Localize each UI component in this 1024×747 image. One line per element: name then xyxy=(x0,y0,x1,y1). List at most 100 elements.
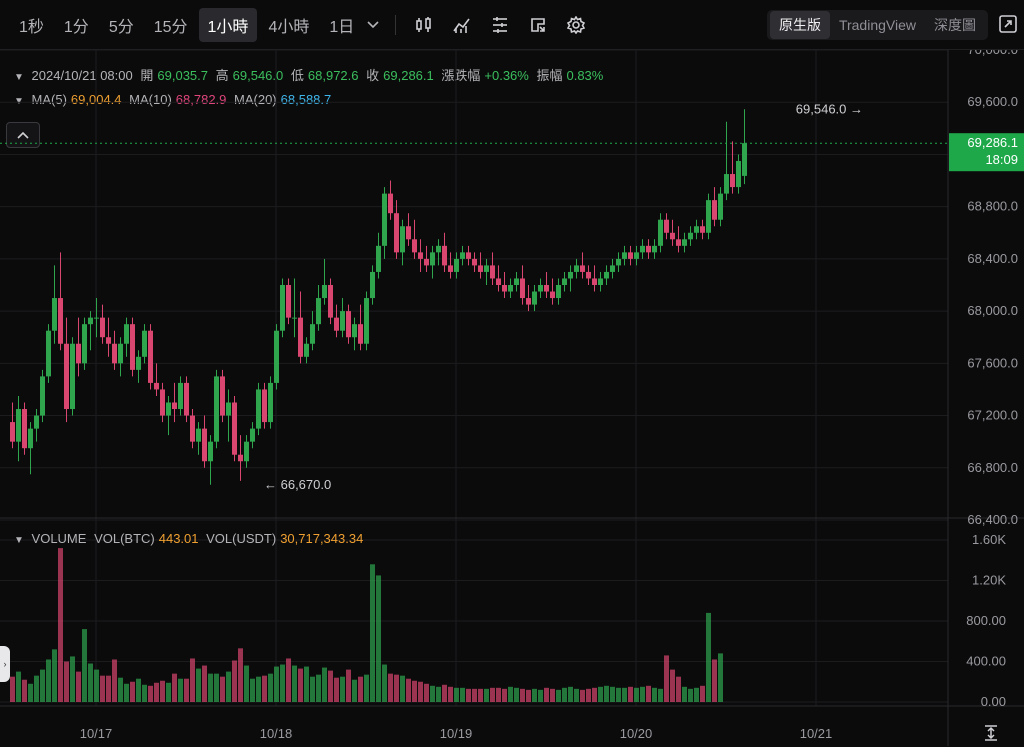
vol-btc-label: VOL(BTC) xyxy=(94,531,155,546)
volume-bar xyxy=(244,665,249,702)
volume-collapse-chevron-icon[interactable]: ▼ xyxy=(14,535,24,546)
volume-tick-label: 0.00 xyxy=(981,694,1006,709)
volume-bar xyxy=(10,676,15,702)
timeframe-1s[interactable]: 1秒 xyxy=(19,18,44,36)
volume-bar xyxy=(604,685,609,702)
volume-bar xyxy=(496,687,501,702)
timeframe-15m[interactable]: 15分 xyxy=(153,18,188,36)
timeframe-5m[interactable]: 5分 xyxy=(108,18,134,36)
low-value: 68,972.6 xyxy=(307,68,359,83)
volume-bar xyxy=(88,663,93,702)
view-native[interactable]: 原生版 xyxy=(769,11,830,39)
timeframe-dropdown-chevron-down-icon[interactable] xyxy=(367,18,379,32)
volume-bar xyxy=(484,688,489,702)
candle-body xyxy=(244,441,249,462)
volume-bar xyxy=(220,676,225,702)
volume-bar xyxy=(160,680,165,702)
candle-body xyxy=(688,232,693,240)
volume-bar xyxy=(580,689,585,702)
volume-bar xyxy=(718,653,723,702)
layout-icon[interactable] xyxy=(522,11,554,39)
candle-body xyxy=(520,278,525,299)
volume-bar xyxy=(118,677,123,702)
volume-bar xyxy=(400,675,405,702)
volume-bar xyxy=(652,687,657,702)
volume-bar xyxy=(538,689,543,702)
volume-bar xyxy=(526,689,531,702)
candle-body xyxy=(58,298,63,344)
candle-body xyxy=(514,278,519,285)
candle-body xyxy=(178,382,183,410)
volume-bar xyxy=(430,685,435,702)
timeframe-1d[interactable]: 1日 xyxy=(329,18,355,36)
ma5-label: MA(5) xyxy=(31,92,67,107)
volume-bar xyxy=(616,687,621,702)
timeframe-4h[interactable]: 4小時 xyxy=(268,18,310,36)
candle-body xyxy=(664,219,669,233)
auto-scale-icon[interactable] xyxy=(982,724,1000,742)
candle-body xyxy=(682,239,687,246)
candle-body xyxy=(592,278,597,285)
volume-bar xyxy=(694,687,699,702)
volume-tick-label: 800.00 xyxy=(966,613,1006,628)
price-tick-label: 68,400.0 xyxy=(967,251,1018,266)
candle-body xyxy=(262,389,267,423)
candle-body xyxy=(724,174,729,194)
ohlc-collapse-chevron-icon[interactable]: ▼ xyxy=(14,72,24,83)
candle-body xyxy=(76,343,81,364)
high-marker-label: 69,546.0 → xyxy=(796,101,863,116)
volume-bar xyxy=(364,674,369,702)
view-tradingview[interactable]: TradingView xyxy=(838,17,916,33)
candle-body xyxy=(694,226,699,233)
volume-bar xyxy=(34,675,39,702)
high-value: 69,546.0 xyxy=(232,68,284,83)
candle-body xyxy=(226,402,231,416)
candle-body xyxy=(346,311,351,338)
list-settings-icon[interactable] xyxy=(484,11,516,39)
candle-body xyxy=(112,343,117,364)
candle-body xyxy=(622,252,627,259)
candle-type-icon[interactable] xyxy=(408,11,440,39)
timeframe-1m[interactable]: 1分 xyxy=(63,18,89,36)
volume-bar xyxy=(208,673,213,702)
candle-body xyxy=(610,265,615,272)
candle-body xyxy=(286,285,291,318)
indicator-icon[interactable] xyxy=(446,11,478,39)
volume-bar xyxy=(232,660,237,702)
high-label: 高 xyxy=(215,68,229,83)
candle-body xyxy=(400,226,405,253)
side-panel-toggle-icon[interactable]: › xyxy=(0,646,10,682)
fullscreen-icon[interactable] xyxy=(998,14,1018,34)
volume-bar xyxy=(166,682,171,702)
volume-bar xyxy=(562,687,567,702)
volume-bar xyxy=(280,664,285,702)
volume-bar xyxy=(322,667,327,702)
ma-collapse-chevron-icon[interactable]: ▼ xyxy=(14,96,24,107)
candle-body xyxy=(94,317,99,319)
volume-bar xyxy=(688,688,693,702)
ma-info: ▼ MA(5) 69,004.4 MA(10) 68,782.9 MA(20) 68,… xyxy=(14,92,335,107)
candle-body xyxy=(616,258,621,266)
gear-icon[interactable] xyxy=(560,11,592,39)
candle-body xyxy=(700,226,705,233)
price-tick-label: 68,800.0 xyxy=(967,199,1018,214)
price-chart[interactable]: 70,000.069,600.069,200.068,800.068,400.0… xyxy=(0,50,1024,746)
candle-body xyxy=(46,330,51,377)
volume-bar xyxy=(448,686,453,702)
volume-bar xyxy=(376,575,381,702)
volume-bar xyxy=(706,612,711,702)
vol-btc-value: 443.01 xyxy=(158,531,199,546)
open-value: 69,035.7 xyxy=(157,68,208,83)
volume-bar xyxy=(274,666,279,702)
view-depth[interactable]: 深度圖 xyxy=(934,17,976,33)
candle-body xyxy=(406,226,411,240)
volume-bar xyxy=(112,659,117,702)
candle-body xyxy=(64,343,69,410)
volume-bar xyxy=(136,678,141,702)
volume-bar xyxy=(550,688,555,702)
candle-body xyxy=(598,278,603,285)
timeframe-1h[interactable]: 1小時 xyxy=(198,7,258,42)
candle-body xyxy=(538,285,543,292)
ma20-label: MA(20) xyxy=(234,92,277,107)
candle-body xyxy=(52,298,57,331)
